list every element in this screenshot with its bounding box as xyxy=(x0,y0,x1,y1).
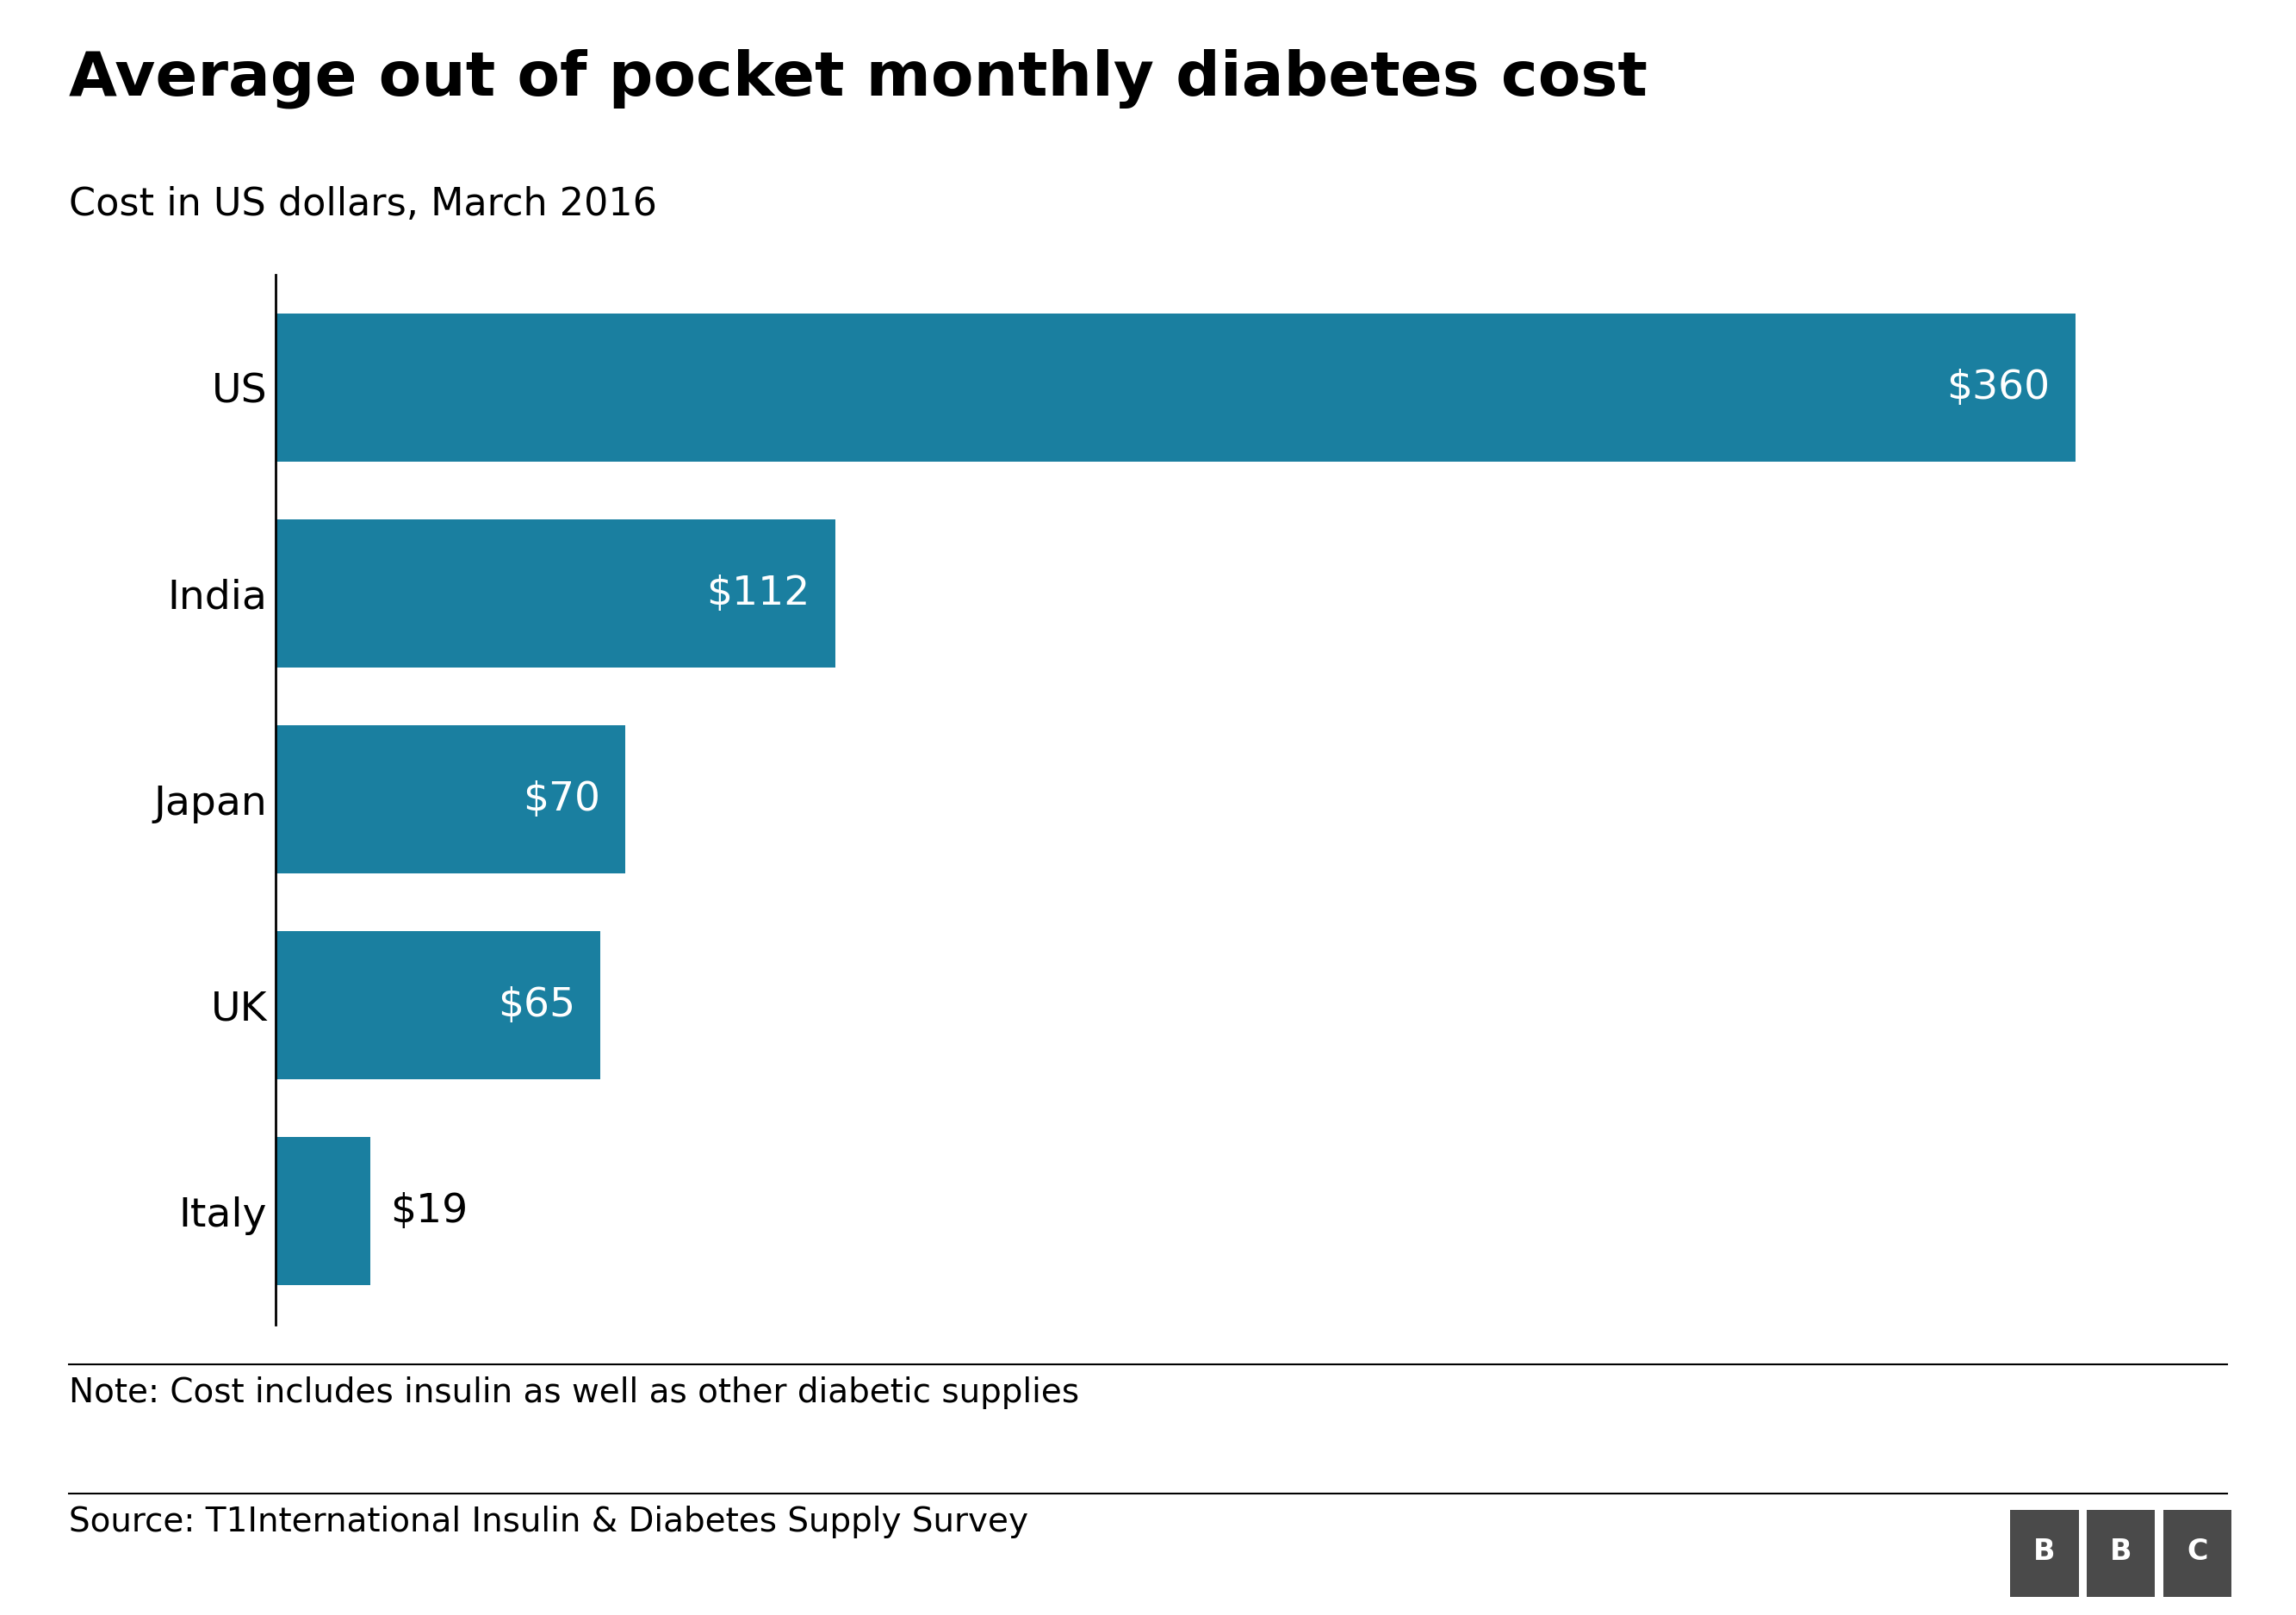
Text: Cost in US dollars, March 2016: Cost in US dollars, March 2016 xyxy=(69,186,657,223)
Bar xyxy=(276,1137,370,1286)
Bar xyxy=(276,313,2076,462)
Text: $19: $19 xyxy=(390,1192,468,1231)
Text: C: C xyxy=(2188,1537,2209,1567)
Text: B: B xyxy=(2034,1537,2055,1567)
Bar xyxy=(276,725,625,874)
FancyBboxPatch shape xyxy=(2163,1510,2232,1597)
Text: B: B xyxy=(2110,1537,2133,1567)
Text: Note: Cost includes insulin as well as other diabetic supplies: Note: Cost includes insulin as well as o… xyxy=(69,1376,1079,1408)
Bar xyxy=(276,520,836,667)
Text: Source: T1International Insulin & Diabetes Supply Survey: Source: T1International Insulin & Diabet… xyxy=(69,1505,1029,1537)
Text: $360: $360 xyxy=(1947,368,2050,407)
Bar xyxy=(276,932,602,1079)
FancyBboxPatch shape xyxy=(2011,1510,2078,1597)
Text: $65: $65 xyxy=(498,985,576,1024)
Text: $70: $70 xyxy=(523,780,602,819)
Text: $112: $112 xyxy=(707,575,810,614)
Text: Average out of pocket monthly diabetes cost: Average out of pocket monthly diabetes c… xyxy=(69,48,1649,108)
FancyBboxPatch shape xyxy=(2087,1510,2156,1597)
